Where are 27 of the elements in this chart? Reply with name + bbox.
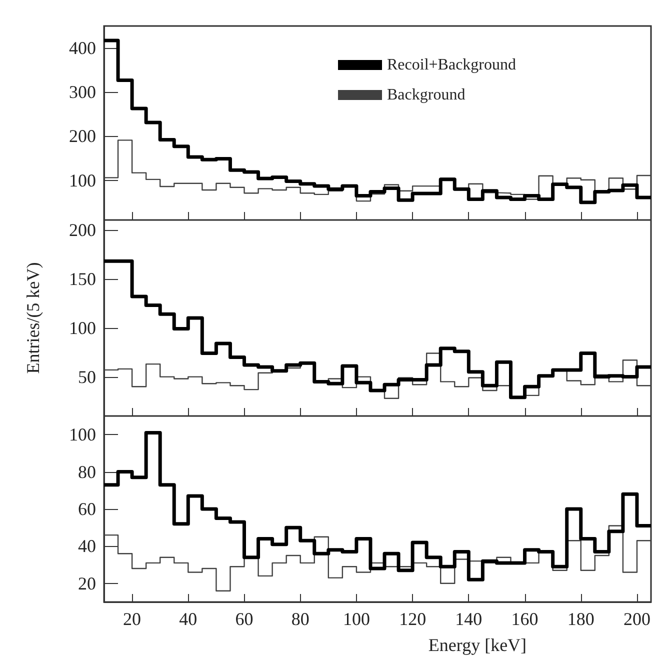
- x-tick-label: 120: [399, 609, 426, 629]
- y-tick-label: 100: [69, 424, 96, 445]
- y-tick-label: 50: [78, 366, 96, 387]
- x-tick-label: 140: [455, 609, 482, 629]
- x-tick-label: 80: [291, 609, 310, 629]
- x-axis-title: Energy [keV]: [428, 635, 527, 655]
- x-tick-label: 200: [623, 609, 650, 629]
- x-tick-label: 100: [342, 609, 370, 629]
- y-tick-label: 200: [69, 220, 96, 240]
- x-tick-label: 180: [567, 609, 594, 629]
- y-tick-label: 60: [78, 499, 96, 519]
- y-tick-label: 40: [78, 536, 96, 556]
- x-tick-label: 20: [123, 609, 142, 629]
- y-tick-label: 150: [69, 268, 96, 289]
- y-tick-label: 100: [69, 170, 96, 190]
- legend-label: Recoil+Background: [387, 56, 516, 74]
- legend-label: Background: [387, 86, 466, 104]
- x-tick-label: 40: [179, 609, 198, 629]
- x-tick-label: 160: [511, 609, 538, 629]
- y-axis-title: Entries/(5 keV): [23, 262, 43, 374]
- y-tick-label: 20: [78, 573, 96, 594]
- y-tick-label: 300: [69, 82, 96, 102]
- y-tick-label: 80: [78, 462, 96, 482]
- y-tick-label: 100: [69, 318, 96, 338]
- x-tick-label: 60: [235, 609, 254, 629]
- y-tick-label: 200: [69, 126, 96, 146]
- y-tick-label: 400: [69, 38, 96, 58]
